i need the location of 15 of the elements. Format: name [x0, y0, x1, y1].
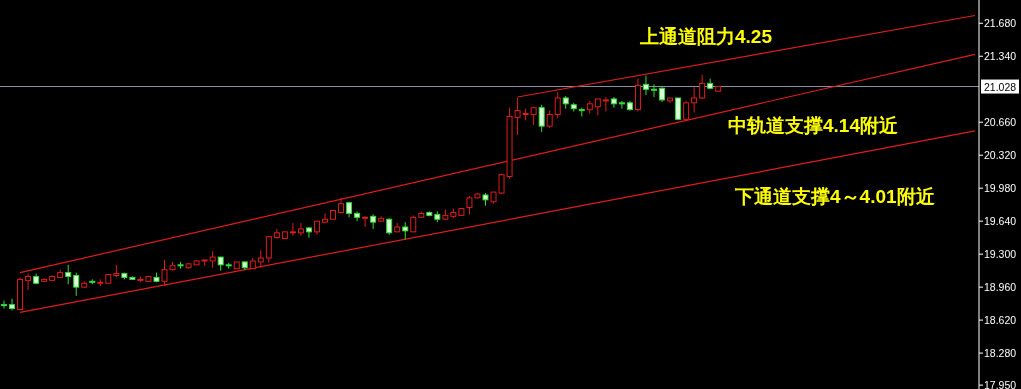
y-tick-label: 18.960 — [984, 281, 1017, 294]
y-tick-label: 20.320 — [984, 149, 1017, 162]
annotation: 中轨道支撑4.14附近 — [728, 115, 898, 136]
y-tick-label: 19.980 — [984, 182, 1017, 195]
y-tick-label: 19.640 — [984, 215, 1017, 228]
y-tick-label: 20.660 — [984, 116, 1017, 129]
ref-line-label: 21.028 — [984, 80, 1017, 93]
y-tick-label: 18.620 — [984, 314, 1017, 327]
y-tick-label: 21.340 — [984, 50, 1017, 63]
y-tick-label: 19.300 — [984, 248, 1017, 261]
y-tick-label: 17.950 — [984, 379, 1017, 389]
annotation: 上通道阻力4.25 — [640, 26, 772, 47]
y-tick-label: 18.280 — [984, 347, 1017, 360]
annotation: 下通道支撑4～4.01附近 — [735, 186, 935, 207]
y-tick-label: 21.680 — [984, 17, 1017, 30]
